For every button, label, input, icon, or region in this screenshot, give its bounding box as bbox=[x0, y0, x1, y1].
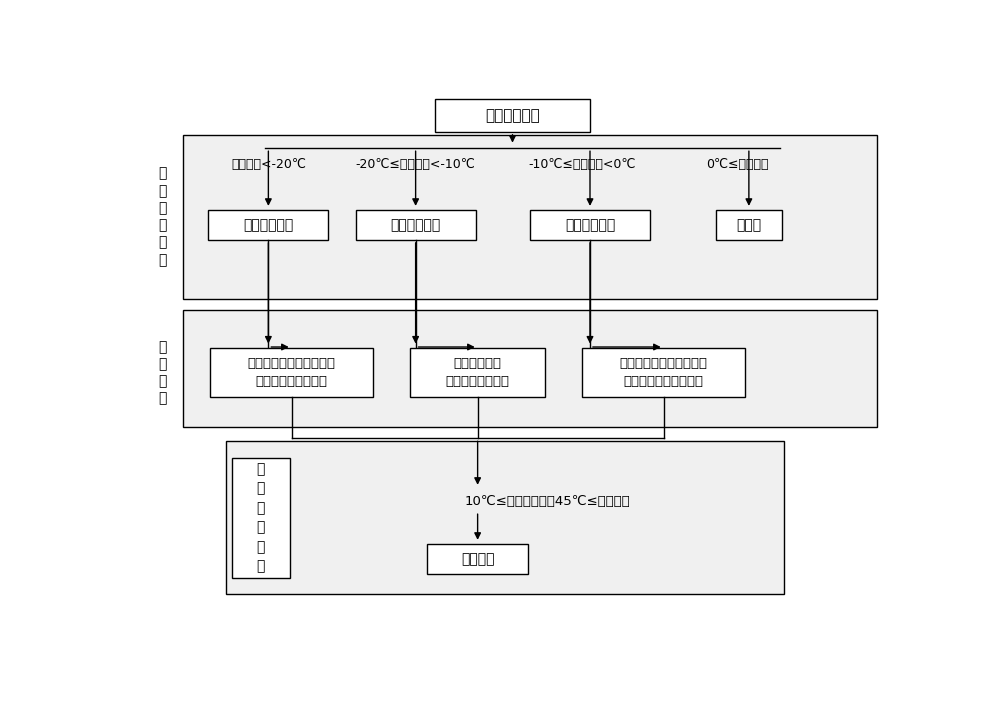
Text: 第一加热模式: 第一加热模式 bbox=[243, 218, 294, 232]
Text: 加
热
控
制: 加 热 控 制 bbox=[158, 340, 166, 406]
Text: 加
热
终
止
判
断: 加 热 终 止 判 断 bbox=[256, 462, 265, 574]
Text: 动力电池通过
自身放电进行加热: 动力电池通过 自身放电进行加热 bbox=[446, 357, 510, 388]
Bar bbox=[716, 210, 782, 240]
Bar bbox=[183, 310, 877, 427]
Bar bbox=[208, 210, 328, 240]
Text: 第二加热模式: 第二加热模式 bbox=[390, 218, 441, 232]
Text: 第三加热模式: 第三加热模式 bbox=[565, 218, 615, 232]
Text: 10℃≤最小温度，或45℃≤最大温度: 10℃≤最小温度，或45℃≤最大温度 bbox=[464, 495, 630, 508]
Text: 信号采集处理: 信号采集处理 bbox=[485, 108, 540, 123]
Bar bbox=[410, 348, 545, 397]
Text: 停止加热: 停止加热 bbox=[461, 552, 494, 566]
Bar bbox=[530, 210, 650, 240]
Text: 最小温度<-20℃: 最小温度<-20℃ bbox=[231, 159, 306, 171]
Text: 加
热
模
式
判
断: 加 热 模 式 判 断 bbox=[158, 166, 166, 267]
Text: -10℃≤最小温度<0℃: -10℃≤最小温度<0℃ bbox=[529, 159, 636, 171]
Bar bbox=[356, 210, 476, 240]
Bar bbox=[582, 348, 745, 397]
Bar bbox=[435, 99, 590, 132]
Text: 外部充电设备供能加热，
且不对动力电池充电: 外部充电设备供能加热， 且不对动力电池充电 bbox=[248, 357, 336, 388]
Bar bbox=[427, 544, 528, 574]
Text: 0℃≤最小温度: 0℃≤最小温度 bbox=[706, 159, 768, 171]
Bar bbox=[183, 134, 877, 299]
Text: 外部充电设备供能加热，
动力电池边加热边充电: 外部充电设备供能加热， 动力电池边加热边充电 bbox=[620, 357, 708, 388]
Bar bbox=[210, 348, 373, 397]
Bar bbox=[232, 458, 290, 578]
Text: -20℃≤最小温度<-10℃: -20℃≤最小温度<-10℃ bbox=[356, 159, 476, 171]
Text: 不加热: 不加热 bbox=[736, 218, 761, 232]
Bar bbox=[226, 441, 784, 594]
